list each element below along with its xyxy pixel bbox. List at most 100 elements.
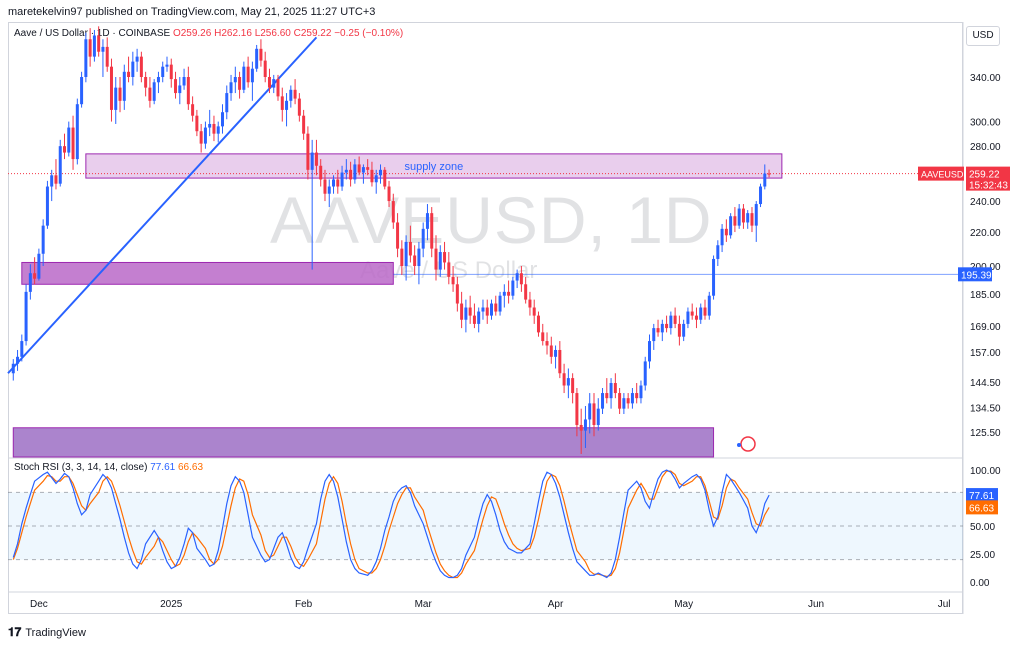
candle-body [490, 303, 494, 316]
candle-body [366, 167, 370, 170]
time-axis-label: Apr [548, 599, 564, 610]
candle-body [515, 273, 519, 281]
candle-body [374, 175, 378, 183]
candle-body [558, 349, 562, 374]
stoch-rsi-k-value: 77.61 [150, 462, 176, 473]
candle-body [737, 208, 741, 226]
candle-body [554, 349, 558, 357]
time-axis-label: Jun [808, 599, 824, 610]
time-axis-label: Dec [30, 599, 48, 610]
candle-body [579, 424, 583, 431]
candle-body [438, 252, 442, 270]
stoch-rsi-legend: Stoch RSI (3, 3, 14, 14, close) 77.61 66… [14, 462, 203, 473]
time-axis-label: May [674, 599, 693, 610]
candle-body [741, 208, 745, 223]
candle-body [660, 323, 664, 333]
tradingview-logo-icon: 𝟏𝟕 [8, 625, 22, 639]
candle-body [626, 398, 630, 404]
candle-body [413, 255, 417, 267]
hline-price-tag: 195.39 [961, 270, 992, 281]
candle-body [139, 56, 143, 77]
candle-body [135, 56, 139, 62]
candle-body [630, 393, 634, 404]
candle-body [763, 173, 767, 187]
candle-body [229, 82, 233, 94]
candle-body [712, 258, 716, 296]
stoch-rsi-k-line [12, 469, 770, 579]
candle-body [519, 273, 523, 285]
candle-body [165, 64, 169, 67]
candle-body [259, 48, 263, 61]
candle-body [349, 169, 353, 180]
candle-body [750, 213, 754, 226]
candle-body [759, 186, 763, 205]
candle-body [161, 66, 165, 77]
candle-body [494, 303, 498, 312]
candle-body [84, 39, 88, 77]
k-value-tag-bg [966, 488, 998, 503]
last-price-tag-bg [966, 166, 1010, 191]
candle-body [532, 307, 536, 316]
candle-body [400, 248, 404, 267]
candle-body [549, 345, 553, 357]
candle-body [319, 165, 323, 180]
candle-body [24, 291, 28, 342]
legend-low: L256.60 [254, 28, 291, 39]
currency-button[interactable]: USD [966, 26, 1000, 46]
candle-body [267, 77, 271, 88]
candle-body [643, 361, 647, 386]
stoch-rsi-d-value: 66.63 [178, 462, 204, 473]
candle-body [464, 307, 468, 320]
candle-body [733, 216, 737, 226]
candle-body [148, 87, 152, 101]
rsi-tick-label: 0.00 [970, 578, 990, 589]
candle-body [378, 169, 382, 176]
candle-body [601, 393, 605, 409]
event-marker-icon [737, 443, 741, 447]
price-tick-label: 300.00 [970, 118, 1001, 129]
candle-body [639, 385, 643, 399]
candle-body [447, 262, 451, 277]
candle-body [152, 82, 156, 101]
candle-body [195, 115, 199, 132]
candle-body [28, 273, 32, 292]
price-tick-label: 280.00 [970, 142, 1001, 153]
candle-body [498, 295, 502, 312]
candle-body [391, 201, 395, 223]
rsi-tick-label: 100.00 [970, 466, 1001, 477]
candle-body [613, 383, 617, 394]
candle-body [443, 252, 447, 263]
rsi-tick-label: 50.00 [970, 522, 995, 533]
candle-body [221, 112, 224, 127]
price-tick-label: 240.00 [970, 197, 1001, 208]
candle-body [396, 222, 400, 249]
candle-body [45, 186, 49, 226]
candle-body [507, 291, 511, 296]
candle-body [182, 77, 186, 86]
candle-body [609, 383, 613, 399]
candle-body [682, 323, 686, 337]
candle-body [37, 253, 41, 279]
candle-body [169, 64, 173, 80]
d-value-tag: 66.63 [969, 503, 994, 514]
candle-body [686, 311, 690, 324]
candle-body [242, 66, 246, 90]
price-tick-label: 157.00 [970, 348, 1001, 359]
candle-body [238, 77, 242, 90]
candle-body [605, 393, 609, 399]
time-axis-label: 2025 [160, 599, 183, 610]
price-tick-label: 134.50 [970, 403, 1001, 414]
rsi-tick-label: 25.00 [970, 550, 995, 561]
legend-close: C259.22 [293, 28, 332, 39]
time-axis-label: Jul [938, 599, 951, 610]
candle-body [310, 152, 314, 170]
candle-body [131, 61, 135, 77]
candle-body [455, 284, 459, 304]
candle-body [58, 146, 62, 184]
last-price-tag: 259.22 [969, 170, 1000, 181]
stoch-rsi-title: Stoch RSI (3, 3, 14, 14, close) [14, 462, 148, 473]
candle-body [109, 66, 113, 110]
candle-body [302, 115, 306, 134]
price-tick-label: 220.00 [970, 228, 1001, 239]
